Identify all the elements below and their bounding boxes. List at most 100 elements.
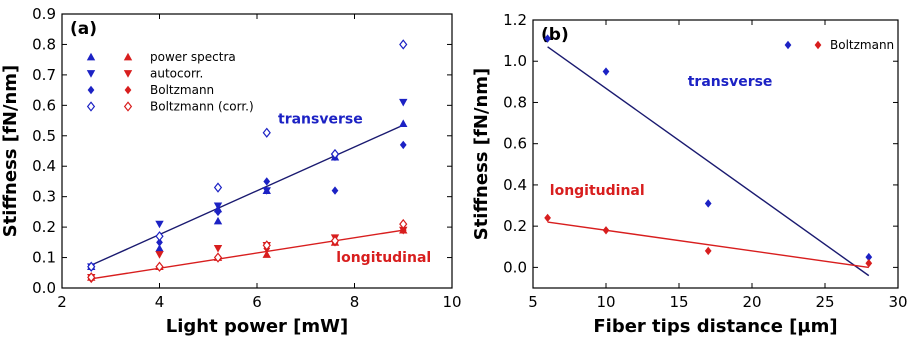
annotation-transverse: transverse — [688, 74, 773, 90]
panel-label: (b) — [541, 25, 569, 45]
y-tick-label: 0.7 — [32, 66, 56, 84]
data-point-transverse — [155, 231, 164, 242]
y-axis-label: Stiffness [fN/nm] — [471, 68, 492, 241]
data-point-transverse — [214, 207, 222, 217]
data-point-transverse — [262, 127, 271, 138]
data-point-transverse — [399, 39, 408, 50]
data-point-transverse — [399, 98, 408, 107]
data-point-transverse — [262, 187, 271, 195]
x-tick-label: 5 — [528, 293, 538, 311]
y-tick-label: 0.6 — [503, 135, 527, 153]
legend: power spectra autocorr. Boltzmann Boltzmann… — [86, 50, 254, 114]
x-tick-label: 8 — [350, 293, 360, 311]
y-tick-label: 0.2 — [32, 218, 56, 236]
data-point-longitudinal — [262, 240, 271, 251]
data-point-transverse — [602, 67, 610, 76]
data-point-transverse — [213, 202, 223, 210]
legend-marker — [814, 40, 822, 50]
y-tick-label: 0.0 — [503, 258, 527, 276]
x-tick-label: 2 — [57, 293, 67, 311]
x-tick-label: 4 — [155, 293, 165, 311]
data-point-transverse — [213, 216, 223, 225]
legend-marker — [86, 70, 96, 78]
plot-frame — [532, 19, 899, 289]
fit-line-longitudinal — [91, 229, 404, 280]
chart-panel-1: 5 10 15 20 25 30 0.0 0.2 0.4 0.6 0.8 1.0 1.2 Fiber ti… — [471, 11, 907, 337]
data-point-longitudinal — [865, 259, 873, 268]
y-tick-label: 0.8 — [32, 35, 56, 53]
data-point-longitudinal — [544, 213, 551, 223]
data-point-longitudinal — [399, 218, 408, 230]
x-tick-label: 6 — [252, 293, 262, 311]
data-point-longitudinal — [262, 250, 271, 258]
legend-marker — [86, 52, 96, 61]
y-tick-label: 0.0 — [32, 279, 56, 297]
data-point-transverse — [155, 220, 164, 229]
data-point-longitudinal — [602, 226, 610, 235]
y-tick-label: 0.8 — [503, 93, 527, 111]
legend-marker — [123, 70, 133, 78]
annotation-transverse: transverse — [278, 112, 363, 128]
legend-marker — [124, 85, 132, 95]
legend-marker — [123, 52, 133, 61]
legend-label: Boltzmann (corr.) — [150, 100, 254, 114]
y-tick-label: 0.6 — [32, 96, 56, 114]
legend-marker — [123, 101, 133, 112]
x-tick-label: 30 — [888, 293, 907, 311]
data-point-transverse — [865, 252, 873, 262]
data-point-transverse — [544, 34, 551, 43]
x-axis-label: Light power [mW] — [166, 316, 349, 337]
data-point-longitudinal — [213, 245, 223, 253]
y-tick-label: 0.5 — [32, 127, 56, 145]
data-point-longitudinal — [330, 235, 340, 246]
data-point-transverse — [331, 186, 339, 195]
x-tick-label: 20 — [742, 293, 761, 311]
y-tick-label: 0.4 — [503, 176, 527, 194]
data-point-transverse — [263, 177, 271, 186]
data-point-longitudinal — [213, 252, 223, 263]
chart-panel-0: 2 4 6 8 10 0.0 0.1 0.2 0.3 0.4 0.5 0.6 0.7 0.8 0.9 Ligh… — [0, 5, 462, 337]
annotation-longitudinal: longitudinal — [336, 250, 431, 266]
data-point-longitudinal — [704, 246, 712, 256]
data-point-transverse — [330, 148, 340, 160]
x-tick-label: 10 — [596, 293, 615, 311]
data-point-longitudinal — [87, 272, 96, 283]
y-tick-label: 0.4 — [32, 157, 56, 175]
data-point-transverse — [87, 261, 96, 272]
annotation-longitudinal: longitudinal — [550, 183, 645, 199]
legend-label: Boltzmann — [830, 38, 894, 52]
legend-marker — [87, 85, 95, 95]
fit-line-longitudinal — [547, 221, 869, 269]
x-tick-label: 15 — [669, 293, 688, 311]
x-tick-label: 10 — [442, 293, 461, 311]
legend: Boltzmann — [784, 38, 894, 52]
legend-label: autocorr. — [150, 67, 203, 81]
data-point-longitudinal — [155, 251, 164, 259]
y-axis-label: Stiffness [fN/nm] — [0, 65, 21, 238]
x-axis-label: Fiber tips distance [µm] — [593, 316, 837, 337]
data-point-transverse — [213, 182, 223, 193]
data-point-longitudinal — [399, 225, 407, 235]
y-tick-label: 1.2 — [503, 11, 527, 29]
y-tick-label: 0.1 — [32, 249, 56, 267]
legend-label: Boltzmann — [150, 83, 214, 97]
data-point-transverse — [704, 199, 712, 208]
data-point-transverse — [155, 244, 164, 252]
y-tick-label: 1.0 — [503, 52, 527, 70]
x-tick-label: 25 — [815, 293, 834, 311]
fit-line-transverse — [547, 46, 870, 277]
plot-frame — [61, 13, 453, 289]
fit-line-transverse — [90, 124, 404, 266]
data-point-longitudinal — [155, 261, 164, 272]
y-tick-label: 0.9 — [32, 5, 56, 23]
legend-label: power spectra — [150, 50, 236, 64]
data-point-transverse — [156, 238, 163, 247]
panel-label: (a) — [70, 19, 97, 39]
legend-marker — [86, 101, 96, 112]
y-tick-label: 0.3 — [32, 188, 56, 206]
legend-marker — [784, 40, 792, 50]
y-tick-label: 0.2 — [503, 217, 527, 235]
data-point-transverse — [399, 119, 408, 127]
data-point-transverse — [399, 140, 407, 150]
